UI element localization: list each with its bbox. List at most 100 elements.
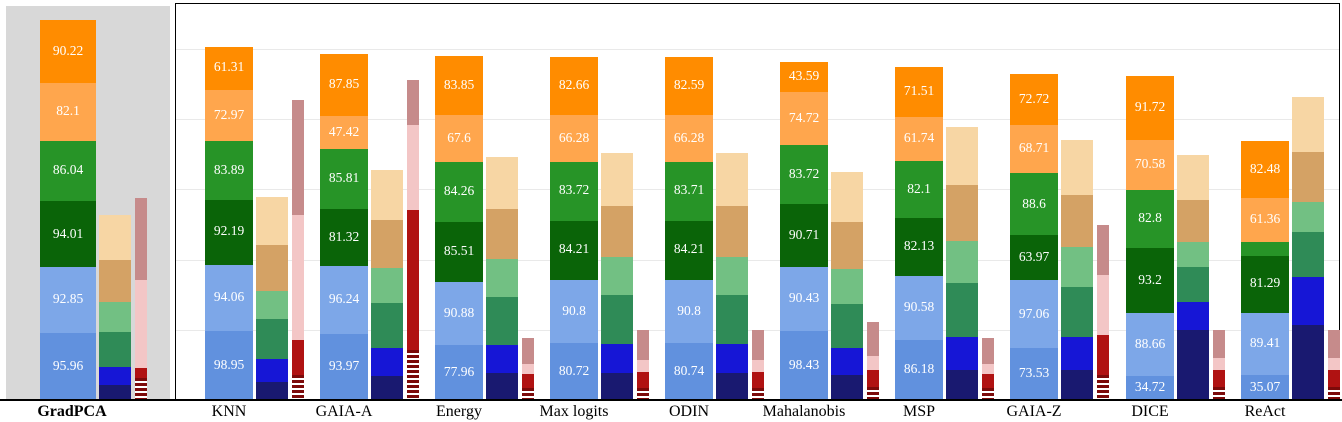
value-label: 83.89 [213,161,245,177]
companion-bar-max-logits-segment-6 [601,373,633,400]
main-bar-gaia-z-segment-4: 63.97 [1010,235,1058,281]
value-label: 90.8 [677,302,701,318]
value-label: 68.71 [1018,140,1050,156]
value-label: 72.97 [213,106,245,122]
value-label: 82.59 [673,77,705,93]
main-bar-max-logits-segment-1: 82.66 [550,57,598,116]
main-bar-odin-segment-2: 66.28 [665,115,713,162]
value-label: 77.96 [443,363,475,379]
companion-bar-gaia-z-segment-5 [1061,337,1093,370]
value-label: 90.43 [788,290,820,306]
companion-bar-react-segment-3 [1292,202,1324,232]
companion-bar-mahalanobis [831,172,863,400]
companion-bar-energy [486,157,518,400]
main-bar-max-logits-segment-6: 80.72 [550,343,598,400]
companion-bar-gaia-z-segment-2 [1061,195,1093,247]
companion-bar-odin-segment-2 [716,206,748,257]
main-bar-knn-segment-6: 98.95 [205,330,253,400]
value-label: 67.6 [447,129,471,145]
companion-bar-msp-segment-1 [946,127,978,185]
value-label: 71.51 [903,83,935,99]
value-label: 94.01 [52,225,84,241]
red-bar-react-segment-4 [1328,387,1340,400]
companion-bar-mahalanobis-segment-2 [831,222,863,269]
red-bar-gaia-a [407,80,419,400]
method-label-gradpca: GradPCA [37,403,107,420]
value-label: 83.71 [673,182,705,198]
companion-bar-gaia-a-segment-6 [371,376,403,400]
value-label: 66.28 [558,129,590,145]
red-bar-msp-segment-4 [982,388,994,400]
companion-bar-energy-segment-3 [486,259,518,297]
value-label: 90.71 [788,226,820,242]
red-bar-msp [982,338,994,400]
red-bar-gradpca-segment-1 [135,198,147,280]
red-bar-gradpca-segment-3 [135,368,147,378]
companion-bar-mahalanobis-segment-6 [831,375,863,400]
red-bar-gradpca [135,198,147,400]
value-label: 98.95 [213,356,245,372]
value-label: 47.42 [328,123,360,139]
main-bar-energy-segment-5: 90.88 [435,281,483,346]
companion-bar-msp-segment-3 [946,241,978,283]
value-label: 72.72 [1018,90,1050,106]
main-bar-gradpca-segment-4: 94.01 [40,201,96,268]
main-bar-react: 82.48 61.36 81.29 89.41 35.07 [1241,140,1289,400]
main-bar-knn-segment-2: 72.97 [205,89,253,141]
red-bar-odin-segment-1 [752,330,764,360]
value-label: 63.97 [1018,249,1050,265]
main-bar-gradpca-segment-2: 82.1 [40,83,96,142]
red-bar-dice-segment-3 [1213,370,1225,387]
value-label: 90.58 [903,298,935,314]
main-bar-gaia-z-segment-2: 68.71 [1010,125,1058,174]
value-label: 83.72 [788,165,820,181]
red-bar-energy [522,338,534,400]
red-bar-odin-segment-3 [752,372,764,388]
main-bar-energy-segment-1: 83.85 [435,55,483,115]
red-bar-react-segment-2 [1328,358,1340,370]
companion-bar-odin-segment-4 [716,295,748,344]
companion-bar-mahalanobis-segment-5 [831,348,863,375]
companion-bar-react-segment-2 [1292,152,1324,202]
red-bar-mahalanobis-segment-2 [867,356,879,370]
main-bar-dice-segment-2: 70.58 [1126,140,1174,190]
value-label: 43.59 [788,68,820,84]
main-bar-max-logits-segment-2: 66.28 [550,115,598,162]
companion-bar-max-logits-segment-5 [601,344,633,373]
companion-bar-knn-segment-4 [256,319,288,359]
companion-bar-gradpca-segment-4 [99,332,131,367]
companion-bar-gradpca-segment-6 [99,385,131,400]
companion-bar-dice [1177,155,1209,400]
main-bar-react-segment-2: 61.36 [1241,198,1289,242]
main-bar-gaia-a: 87.85 47.42 85.81 81.32 96.24 93.97 [320,54,368,400]
companion-bar-knn-segment-2 [256,245,288,291]
companion-bar-max-logits [601,153,633,400]
main-bar-gradpca-segment-6: 95.96 [40,332,96,400]
grid-line [175,189,1339,190]
companion-bar-energy-segment-5 [486,345,518,373]
red-bar-gaia-a-segment-4 [407,350,419,400]
value-label: 82.1 [56,103,80,119]
main-bar-msp-segment-1: 71.51 [895,67,943,118]
red-bar-max-logits-segment-4 [637,388,649,400]
main-bar-odin-segment-1: 82.59 [665,57,713,116]
main-bar-energy-segment-4: 85.51 [435,221,483,282]
companion-bar-mahalanobis-segment-3 [831,269,863,304]
companion-bar-gaia-a-segment-1 [371,170,403,220]
red-bar-dice [1213,330,1225,400]
value-label: 84.21 [673,241,705,257]
companion-bar-max-logits-segment-1 [601,153,633,206]
main-bar-energy: 83.85 67.6 84.26 85.51 90.88 77.96 [435,55,483,400]
main-bar-gaia-z-segment-6: 73.53 [1010,348,1058,400]
main-bar-gaia-a-segment-5: 96.24 [320,266,368,334]
red-bar-mahalanobis-segment-1 [867,322,879,356]
main-bar-knn-segment-4: 92.19 [205,199,253,265]
main-bar-odin-segment-3: 83.71 [665,161,713,221]
companion-bar-msp-segment-6 [946,370,978,400]
main-bar-mahalanobis-segment-5: 90.43 [780,267,828,331]
red-bar-mahalanobis-segment-3 [867,370,879,387]
main-bar-mahalanobis-segment-4: 90.71 [780,203,828,268]
companion-bar-gradpca [99,215,131,400]
companion-bar-gradpca-segment-2 [99,260,131,302]
